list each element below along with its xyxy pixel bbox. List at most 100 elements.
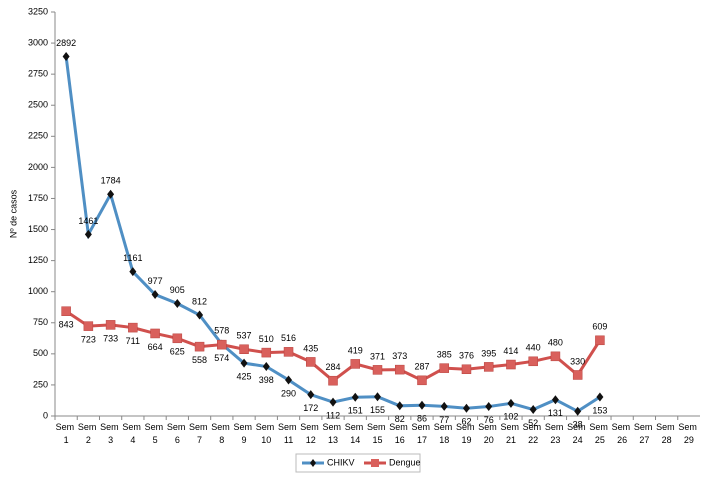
y-tick-label: 2000 [28, 162, 48, 172]
data-label: 398 [259, 375, 274, 385]
data-label: 395 [481, 348, 496, 358]
x-tick-label: Sem 7 [189, 422, 210, 445]
marker [194, 341, 205, 352]
data-label: 172 [303, 403, 318, 413]
x-tick-label: Sem 10 [256, 422, 277, 445]
marker [172, 333, 183, 344]
data-label: 1784 [101, 176, 121, 186]
marker [173, 299, 181, 309]
x-tick-label: Sem 6 [167, 422, 188, 445]
y-tick-label: 1750 [28, 193, 48, 203]
marker [351, 392, 359, 402]
marker [506, 359, 516, 370]
marker [374, 392, 381, 402]
marker [574, 406, 582, 416]
marker [595, 335, 605, 346]
y-tick-label: 250 [33, 379, 48, 389]
data-label: 609 [592, 322, 607, 332]
x-tick-label: Sem 22 [523, 422, 544, 445]
data-label: 52 [528, 418, 538, 428]
y-tick-label: 750 [33, 317, 48, 327]
y-axis-label: Nº de casos [8, 189, 18, 238]
marker [529, 405, 537, 415]
marker [528, 356, 538, 367]
data-label: 38 [573, 420, 583, 430]
marker [128, 322, 138, 333]
marker [417, 375, 427, 386]
y-tick-label: 2500 [28, 100, 48, 110]
data-label: 510 [259, 334, 274, 344]
data-label: 153 [592, 405, 607, 415]
data-label: 812 [192, 296, 207, 306]
marker [550, 351, 561, 362]
x-tick-label: Sem 17 [411, 422, 432, 445]
data-label: 151 [348, 406, 363, 416]
data-label: 574 [214, 353, 229, 363]
marker [462, 403, 470, 413]
data-label: 373 [392, 351, 407, 361]
marker [306, 357, 316, 367]
y-tick-label: 1500 [28, 224, 48, 234]
series-line [64, 56, 601, 414]
x-tick-label: Sem 19 [456, 422, 477, 445]
marker [240, 358, 248, 368]
marker [151, 290, 159, 300]
data-label: 330 [570, 356, 585, 366]
data-label: 62 [461, 417, 471, 427]
marker [84, 229, 92, 239]
data-label: 102 [503, 412, 518, 422]
marker [262, 362, 270, 372]
data-label: 76 [484, 415, 494, 425]
x-tick-label: Sem 3 [100, 422, 121, 445]
marker [329, 397, 337, 407]
x-tick-label: Sem 27 [634, 422, 655, 445]
data-label: 723 [81, 335, 96, 345]
marker [307, 390, 315, 400]
x-tick-label: Sem 5 [145, 422, 166, 445]
data-label: 558 [192, 355, 207, 365]
data-label: 1461 [78, 216, 98, 226]
y-tick-label: 500 [33, 348, 48, 358]
x-tick-label: Sem 29 [678, 422, 699, 445]
x-tick-label: Sem 12 [300, 422, 321, 445]
data-label: 112 [326, 410, 340, 420]
marker [239, 344, 249, 354]
marker [129, 267, 137, 277]
data-label: 905 [170, 285, 185, 295]
marker [107, 189, 115, 199]
legend-box [295, 453, 421, 473]
marker [461, 364, 472, 375]
data-label: 480 [548, 338, 563, 348]
data-label: 977 [148, 276, 163, 286]
data-label: 131 [548, 408, 563, 418]
y-tick-label: 3250 [28, 6, 48, 16]
data-label: 287 [414, 362, 429, 372]
y-tick-label: 0 [43, 410, 48, 420]
data-label: 711 [126, 336, 140, 346]
x-tick-label: Sem 18 [434, 422, 455, 445]
x-tick-label: Sem 14 [345, 422, 366, 445]
marker [572, 370, 583, 380]
marker [61, 306, 71, 316]
marker [483, 362, 494, 372]
legend-label: CHIKV [327, 457, 355, 467]
marker [372, 365, 383, 375]
x-tick-label: Sem 8 [211, 422, 232, 445]
marker [396, 401, 404, 411]
legend-marker [371, 459, 379, 467]
marker [261, 347, 272, 358]
data-label: 733 [103, 333, 118, 343]
x-tick-label: Sem 1 [56, 422, 77, 445]
marker [350, 359, 361, 369]
data-label: 371 [370, 351, 385, 361]
data-label: 419 [348, 345, 363, 355]
data-label: 2892 [56, 38, 76, 48]
x-tick-label: Sem 4 [122, 422, 143, 445]
marker [217, 339, 227, 350]
data-label: 284 [326, 362, 341, 372]
data-label: 385 [437, 350, 452, 360]
marker [150, 328, 160, 339]
marker [485, 402, 493, 412]
x-tick-label: Sem 25 [589, 422, 610, 445]
